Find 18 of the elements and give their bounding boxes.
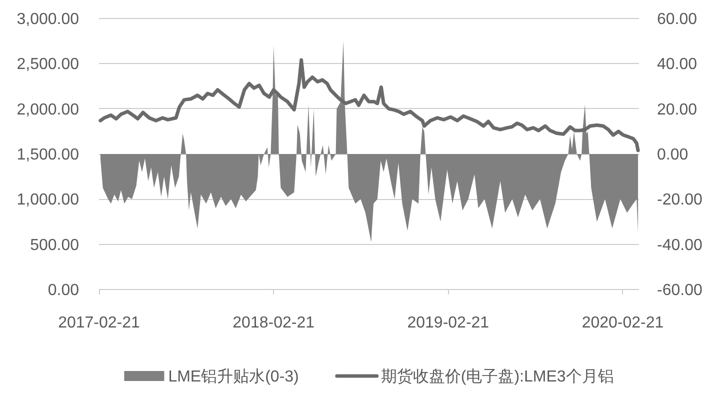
y-tick-label: 2,500.00 [16, 56, 79, 74]
y-tick-label: 2,000.00 [16, 101, 79, 118]
y-tick-label: 3,000.00 [16, 11, 79, 28]
x-tick-label: 2019-02-21 [407, 314, 490, 332]
y-tick-label: 1,500.00 [16, 146, 79, 164]
y2-tick-label: 40.00 [657, 56, 698, 74]
y2-tick-label: -40.00 [657, 236, 702, 254]
x-tick-label: 2018-02-21 [232, 314, 314, 332]
y2-tick-label: -20.00 [657, 192, 702, 209]
y2-tick-label: 20.00 [657, 101, 698, 118]
x-tick-label: 2020-02-21 [582, 314, 664, 332]
y-tick-label: 1,000.00 [16, 192, 79, 209]
x-tick-label: 2017-02-21 [58, 314, 140, 332]
y-tick-label: 0.00 [48, 282, 79, 299]
y2-tick-label: -60.00 [657, 282, 702, 299]
y2-tick-label: 60.00 [657, 11, 698, 28]
y-tick-label: 500.00 [30, 236, 79, 254]
y2-tick-label: 0.00 [657, 146, 688, 164]
